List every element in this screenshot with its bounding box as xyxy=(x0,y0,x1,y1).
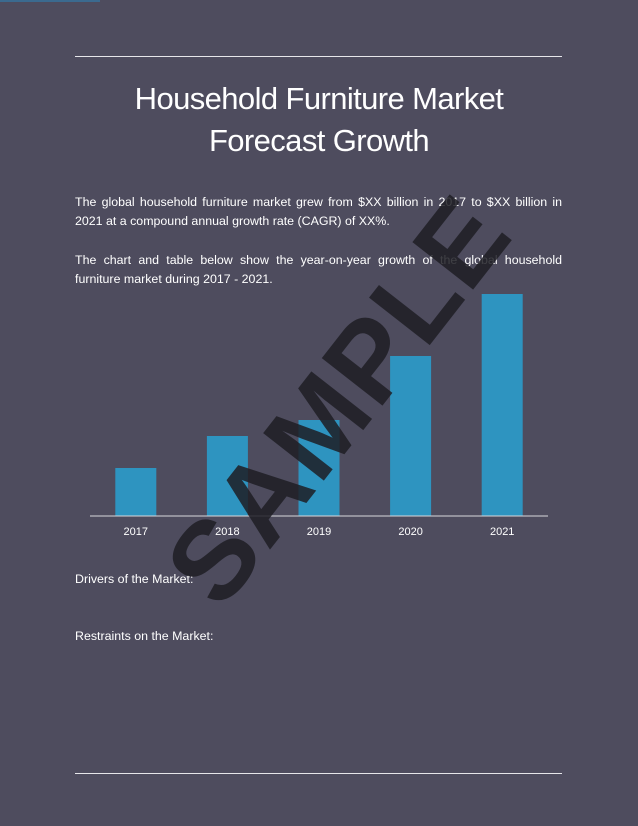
title-line-1: Household Furniture Market xyxy=(134,81,504,116)
bar-2020 xyxy=(390,356,432,516)
intro-paragraph: The global household furniture market gr… xyxy=(75,195,562,228)
corner-accent-line xyxy=(0,0,100,2)
title-line-2: Forecast Growth xyxy=(208,123,430,158)
bar-2021 xyxy=(481,294,523,516)
x-tick-2017: 2017 xyxy=(124,526,148,538)
bar-2018 xyxy=(206,436,248,516)
restraints-heading: Restraints on the Market: xyxy=(75,629,214,643)
bar-2017 xyxy=(115,468,157,516)
page-title: Household Furniture Market Forecast Grow… xyxy=(60,78,578,162)
bottom-rule xyxy=(75,773,562,774)
x-tick-2020: 2020 xyxy=(398,526,422,538)
x-tick-2018: 2018 xyxy=(215,526,239,538)
top-rule xyxy=(75,56,562,57)
bar-2019 xyxy=(298,420,340,516)
chart-description-paragraph: The chart and table below show the year-… xyxy=(75,253,562,286)
x-tick-2019: 2019 xyxy=(307,526,331,538)
drivers-heading: Drivers of the Market: xyxy=(75,572,194,586)
x-tick-2021: 2021 xyxy=(490,526,514,538)
